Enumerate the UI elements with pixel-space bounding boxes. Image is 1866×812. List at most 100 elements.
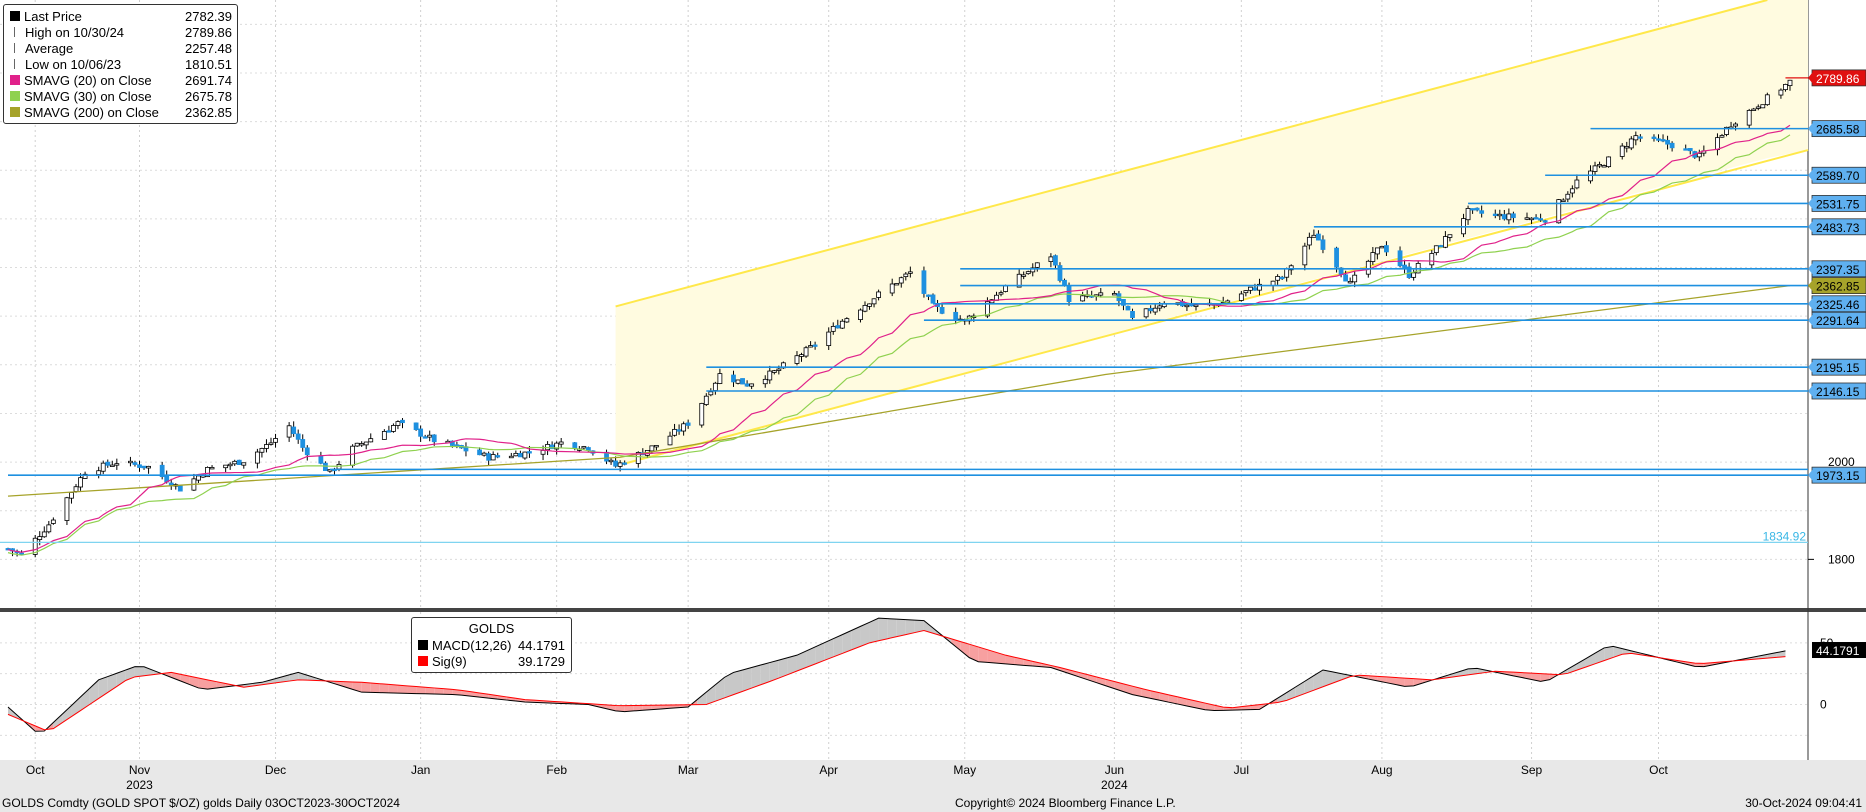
candle-down (953, 311, 959, 320)
footer-timestamp: 30-Oct-2024 09:04:41 (1745, 796, 1862, 810)
candle-down (323, 462, 328, 472)
macd-histogram-fill (1277, 692, 1287, 703)
candle-up (1556, 199, 1562, 224)
x-axis-month-label: Dec (265, 763, 286, 777)
macd-histogram-fill (751, 665, 761, 689)
candle-down (386, 430, 392, 433)
candle-up (699, 402, 705, 426)
candle-down (1474, 207, 1480, 211)
candle-down (1397, 250, 1403, 267)
candle-up (37, 536, 43, 540)
candle-down (400, 419, 405, 424)
x-axis-month-label: Oct (1649, 763, 1668, 777)
macd-histogram-fill (1214, 705, 1224, 711)
macd-histogram-fill (1404, 678, 1414, 687)
macd-histogram-fill (833, 634, 843, 657)
macd-histogram-fill (742, 667, 752, 692)
candle-up (128, 460, 133, 464)
signal-value: 39.1729 (518, 653, 565, 669)
candle-down (477, 449, 482, 456)
candle-up (69, 492, 74, 499)
candle-down (132, 462, 138, 465)
candle-up (114, 463, 120, 466)
candle-up (876, 291, 881, 298)
candle-up (858, 309, 863, 321)
candle-up (558, 441, 564, 445)
candle-down (236, 459, 242, 465)
candle-up (1719, 135, 1725, 138)
macd-histogram-fill (905, 619, 915, 635)
candle-up (1529, 217, 1534, 221)
macd-histogram-fill (1295, 681, 1305, 697)
macd-label: MACD(12,26) (432, 637, 512, 653)
candle-up (1021, 274, 1027, 277)
macd-histogram-fill (724, 672, 734, 698)
x-axis-month-label: Nov (129, 763, 150, 777)
candle-up (1624, 146, 1630, 149)
candle-up (803, 347, 809, 357)
candle-up (635, 452, 641, 464)
candle-up (871, 298, 877, 305)
candle-down (105, 461, 111, 466)
main-legend: Last Price 2782.39 High on 10/30/24 2789.86… (3, 4, 238, 124)
candle-down (1492, 213, 1498, 216)
main-legend-row: SMAVG (30) on Close 2675.78 (10, 88, 232, 104)
main-legend-label: High on 10/30/24 (25, 24, 125, 40)
candle-up (209, 467, 215, 470)
candle-down (449, 440, 455, 446)
candle-up (1633, 135, 1639, 141)
level-axis-label: 2685.58 (1816, 123, 1860, 137)
candle-down (1130, 310, 1135, 318)
candle-down (812, 344, 818, 347)
candle-up (196, 475, 201, 481)
macd-legend-title: GOLDS (468, 621, 515, 636)
candle-down (517, 453, 523, 458)
candle-down (1511, 213, 1516, 219)
candle-up (1157, 305, 1163, 309)
candle-up (672, 428, 677, 436)
candle-down (137, 464, 142, 468)
square-swatch-icon (10, 75, 20, 85)
square-swatch-icon (10, 107, 20, 117)
candle-up (998, 292, 1004, 295)
main-legend-row: High on 10/30/24 2789.86 (10, 24, 232, 40)
macd-last-label-bg (1812, 642, 1866, 659)
candle-down (549, 444, 555, 450)
x-axis-year-label: 2024 (1101, 778, 1128, 792)
macd-histogram-fill (1159, 692, 1169, 703)
last-price-axis-label: 2789.86 (1816, 72, 1860, 86)
macd-histogram-fill (778, 657, 788, 679)
macd-legend-row-macd: MACD(12,26) 44.1791 (418, 637, 565, 653)
candle-down (1533, 217, 1539, 220)
candle-up (1506, 213, 1512, 221)
macd-histogram-fill (434, 687, 444, 695)
candle-up (1284, 268, 1290, 278)
candle-up (264, 444, 269, 449)
candle-up (1184, 304, 1190, 308)
macd-histogram-fill (1595, 647, 1605, 664)
macd-histogram-fill (1032, 661, 1042, 667)
macd-last-label: 44.1791 (1816, 644, 1860, 658)
x-axis-month-label: Sep (1521, 763, 1543, 777)
x-axis-month-label: Aug (1371, 763, 1392, 777)
candle-down (1125, 305, 1131, 311)
level-axis-label-pointer (1808, 384, 1813, 397)
candle-down (1343, 274, 1349, 282)
candle-up (762, 378, 768, 385)
candle-up (649, 445, 655, 452)
candle-down (422, 436, 428, 439)
candle-up (862, 304, 868, 312)
level-axis-label: 2195.15 (1816, 361, 1860, 375)
macd-histogram-fill (651, 705, 661, 710)
candle-up (617, 462, 623, 467)
candle-up (1442, 236, 1448, 248)
candle-up (1257, 283, 1262, 291)
candle-up (1370, 252, 1376, 262)
channel-upper-line (615, 0, 1768, 308)
macd-histogram-fill (144, 666, 154, 676)
macd-histogram-fill (1313, 669, 1323, 691)
candle-up (1411, 272, 1417, 278)
main-legend-label: SMAVG (20) on Close (24, 72, 152, 88)
macd-histogram-fill (207, 679, 217, 690)
macd-histogram-fill (1196, 701, 1206, 710)
